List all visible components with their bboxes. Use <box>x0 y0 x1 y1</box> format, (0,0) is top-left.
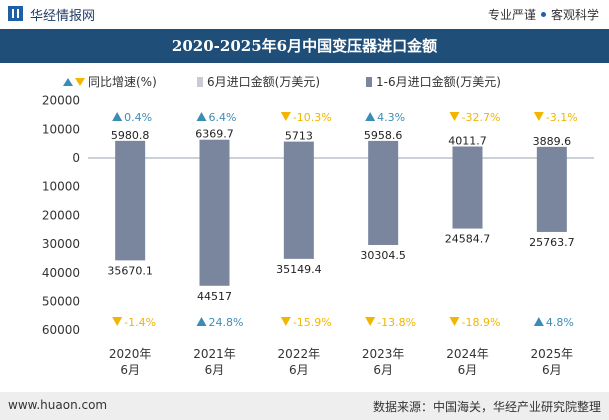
labels: 5980.8 35670.1 0.4% -1.4% 2020年 6月 6369.7 44517… <box>107 111 577 377</box>
growth-label-monthly: 0.4% <box>124 111 152 124</box>
growth-down-icon <box>449 112 460 121</box>
value-label-monthly: 5980.8 <box>111 129 150 142</box>
growth-label-monthly: -32.7% <box>462 111 501 124</box>
chart-title: 2020-2025年6月中国变压器进口金额 <box>171 37 438 55</box>
x-tick-label: 6月 <box>542 363 562 377</box>
tagline: 专业严谨 客观科学 <box>488 6 599 23</box>
legend-growth-up-icon <box>63 78 73 86</box>
bar-monthly <box>199 139 230 158</box>
growth-label-monthly: -3.1% <box>546 111 578 124</box>
growth-label-monthly: 6.4% <box>209 111 237 124</box>
value-label-cumulative: 35149.4 <box>276 263 322 276</box>
legend-swatch-monthly <box>197 77 203 87</box>
growth-up-icon <box>112 112 123 121</box>
legend-label-cumulative: 1-6月进口金额(万美元) <box>376 74 501 89</box>
bar-monthly <box>283 141 314 158</box>
growth-label-cumulative: -1.4% <box>124 316 156 329</box>
y-tick-label: 0 <box>72 151 80 165</box>
value-label-cumulative: 44517 <box>197 290 232 303</box>
x-tick-label: 2020年 <box>109 347 152 361</box>
bar-cumulative <box>283 158 314 259</box>
footer-url: www.huaon.com <box>8 398 108 412</box>
value-label-monthly: 6369.7 <box>195 128 234 141</box>
x-tick-label: 6月 <box>120 363 140 377</box>
bar-monthly <box>536 146 567 158</box>
growth-label-cumulative: 24.8% <box>209 316 244 329</box>
growth-down-icon <box>112 317 123 326</box>
value-label-cumulative: 35670.1 <box>107 264 153 277</box>
legend-swatch-cumulative <box>366 77 372 87</box>
chart: 同比增速(%) 6月进口金额(万美元) 1-6月进口金额(万美元) 20000 1… <box>42 74 594 377</box>
growth-up-icon <box>196 112 207 121</box>
growth-label-monthly: 4.3% <box>377 111 405 124</box>
top-bar: 华经情报网 专业严谨 客观科学 <box>0 0 609 28</box>
logo-icon <box>8 6 23 21</box>
value-label-monthly: 5713 <box>285 130 313 143</box>
value-label-monthly: 5958.6 <box>364 129 403 142</box>
growth-label-cumulative: -13.8% <box>377 316 416 329</box>
x-tick-label: 2025年 <box>531 347 574 361</box>
x-tick-label: 6月 <box>289 363 309 377</box>
tagline-right: 客观科学 <box>550 8 599 22</box>
bar-cumulative <box>452 158 483 229</box>
y-tick-label: 20000 <box>42 94 80 108</box>
growth-label-cumulative: -15.9% <box>293 316 332 329</box>
value-label-cumulative: 25763.7 <box>529 236 575 249</box>
y-tick-label: 10000 <box>42 180 80 194</box>
bar-cumulative <box>199 158 230 286</box>
value-label-cumulative: 30304.5 <box>360 249 406 262</box>
growth-label-monthly: -10.3% <box>293 111 332 124</box>
legend-label-growth: 同比增速(%) <box>88 75 157 89</box>
site-name: 华经情报网 <box>30 9 96 24</box>
growth-up-icon <box>533 317 544 326</box>
value-label-cumulative: 24584.7 <box>445 233 491 246</box>
growth-down-icon <box>533 112 544 121</box>
growth-up-icon <box>365 112 376 121</box>
axes: 20000 10000 0 10000 20000 30000 40000 50000 6000… <box>42 94 594 337</box>
bars <box>115 139 567 286</box>
y-tick-label: 10000 <box>42 122 80 136</box>
value-label-monthly: 3889.6 <box>533 135 572 148</box>
legend: 同比增速(%) 6月进口金额(万美元) 1-6月进口金额(万美元) <box>63 74 501 89</box>
growth-down-icon <box>280 317 291 326</box>
growth-up-icon <box>196 317 207 326</box>
y-tick-label: 30000 <box>42 237 80 251</box>
tagline-left: 专业严谨 <box>487 8 536 22</box>
bar-cumulative <box>536 158 567 232</box>
x-tick-label: 6月 <box>205 363 225 377</box>
growth-label-cumulative: -18.9% <box>462 316 501 329</box>
y-tick-label: 20000 <box>42 208 80 222</box>
bar-cumulative <box>368 158 399 245</box>
footer-source: 数据来源：中国海关，华经产业研究院整理 <box>372 400 601 414</box>
growth-down-icon <box>280 112 291 121</box>
bar-monthly <box>368 140 399 158</box>
x-tick-label: 2024年 <box>446 347 489 361</box>
legend-label-monthly: 6月进口金额(万美元) <box>207 74 320 89</box>
y-tick-label: 50000 <box>42 295 80 309</box>
y-tick-label: 40000 <box>42 266 80 280</box>
y-tick-label: 60000 <box>42 323 80 337</box>
x-tick-label: 2022年 <box>278 347 321 361</box>
growth-down-icon <box>365 317 376 326</box>
bar-cumulative <box>115 158 146 261</box>
x-tick-label: 6月 <box>458 363 478 377</box>
footer: www.huaon.com 数据来源：中国海关，华经产业研究院整理 <box>0 392 609 420</box>
x-tick-label: 2023年 <box>362 347 405 361</box>
bar-monthly <box>452 146 483 158</box>
dot-icon <box>540 12 546 17</box>
x-tick-label: 6月 <box>373 363 393 377</box>
title-bar: 2020-2025年6月中国变压器进口金额 <box>0 29 609 63</box>
growth-down-icon <box>449 317 460 326</box>
bar-monthly <box>115 140 146 158</box>
legend-growth-down-icon <box>75 78 85 86</box>
x-tick-label: 2021年 <box>193 347 236 361</box>
value-label-monthly: 4011.7 <box>448 134 487 147</box>
growth-label-cumulative: 4.8% <box>546 316 574 329</box>
